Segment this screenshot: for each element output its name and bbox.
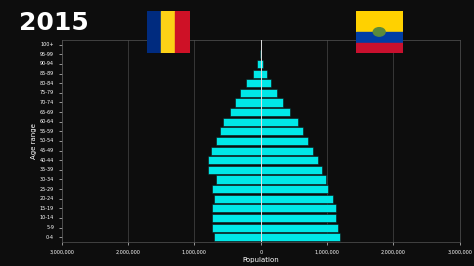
Bar [229, 108, 261, 116]
Ellipse shape [373, 28, 385, 36]
Text: 2015: 2015 [19, 11, 89, 35]
Bar [261, 204, 336, 213]
Bar [356, 11, 403, 32]
Bar [211, 185, 261, 193]
Bar [261, 50, 262, 59]
Bar [240, 89, 261, 97]
Bar [261, 147, 313, 155]
Bar [161, 11, 175, 53]
Bar [211, 147, 261, 155]
Bar [356, 32, 403, 43]
Bar [260, 50, 261, 59]
Bar [216, 137, 261, 145]
Bar [261, 69, 267, 78]
Bar [261, 223, 338, 232]
Bar [212, 204, 261, 213]
Bar [216, 175, 261, 184]
Bar [261, 214, 337, 222]
Bar [261, 118, 298, 126]
Bar [253, 69, 261, 78]
Bar [208, 166, 261, 174]
Bar [236, 98, 261, 107]
Bar [219, 127, 261, 135]
Bar [261, 89, 277, 97]
Bar [257, 60, 261, 68]
Bar [261, 137, 309, 145]
Bar [212, 223, 261, 232]
Bar [261, 166, 322, 174]
Bar [261, 98, 283, 107]
Bar [214, 233, 261, 241]
Bar [147, 11, 161, 53]
Bar [175, 11, 190, 53]
Bar [223, 118, 261, 126]
Bar [261, 108, 290, 116]
Bar [261, 185, 328, 193]
Bar [261, 175, 327, 184]
Bar [261, 156, 318, 164]
Bar [261, 127, 303, 135]
Bar [261, 60, 264, 68]
Bar [208, 156, 261, 164]
Y-axis label: Age range: Age range [31, 123, 37, 159]
Bar [211, 214, 261, 222]
Bar [356, 43, 403, 53]
Bar [214, 195, 261, 203]
Bar [246, 79, 261, 87]
Bar [261, 79, 271, 87]
Bar [261, 195, 333, 203]
Bar [261, 233, 340, 241]
X-axis label: Population: Population [242, 257, 279, 264]
